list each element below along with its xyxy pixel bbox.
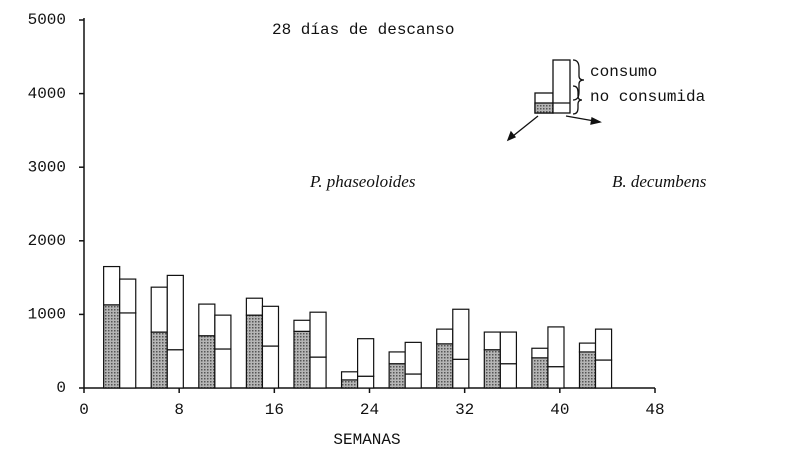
bar-segment bbox=[119, 312, 137, 389]
legend-graphic bbox=[506, 59, 602, 142]
y-tick-label: 5000 bbox=[28, 11, 66, 29]
y-tick-label: 2000 bbox=[28, 232, 66, 250]
bar-segment bbox=[166, 274, 184, 351]
bar-segment bbox=[547, 366, 565, 389]
bar-segment bbox=[594, 328, 613, 361]
x-tick-label: 40 bbox=[550, 401, 569, 419]
bar-segment bbox=[578, 342, 597, 353]
bar-segment bbox=[166, 349, 184, 389]
bar-segment bbox=[214, 348, 232, 389]
x-axis-label: SEMANAS bbox=[333, 431, 400, 449]
bar-segment bbox=[499, 363, 518, 389]
x-tick-label: 16 bbox=[265, 401, 284, 419]
bar-segment bbox=[150, 331, 168, 389]
bar-segment bbox=[245, 314, 264, 389]
bar-segment bbox=[198, 303, 216, 337]
bar-segment bbox=[293, 330, 311, 389]
y-tick-label: 1000 bbox=[28, 306, 66, 324]
bar-segment bbox=[309, 311, 327, 358]
bar-segment bbox=[483, 331, 501, 351]
bar-segment bbox=[404, 373, 422, 389]
bar-segment bbox=[357, 375, 375, 389]
bar-segment bbox=[404, 341, 422, 375]
bar-segment bbox=[309, 356, 327, 389]
bar-segment bbox=[499, 331, 518, 365]
bar-segment bbox=[483, 349, 501, 389]
legend-label: consumo bbox=[590, 63, 657, 81]
x-tick-label: 32 bbox=[455, 401, 474, 419]
x-tick-label: 8 bbox=[174, 401, 184, 419]
y-tick-label: 3000 bbox=[28, 158, 66, 176]
bar-segment bbox=[103, 304, 121, 389]
bar-segment bbox=[436, 328, 454, 345]
bar-segment bbox=[340, 379, 359, 389]
bar-segment bbox=[547, 326, 565, 368]
x-tick-label: 0 bbox=[79, 401, 89, 419]
bar-segment bbox=[198, 335, 216, 389]
bar-segment bbox=[340, 371, 359, 381]
bar-segment bbox=[293, 319, 311, 332]
legend-label: no consumida bbox=[590, 88, 706, 106]
bar-segment bbox=[103, 265, 121, 306]
y-tick-label: 4000 bbox=[28, 85, 66, 103]
chart-title: 28 días de descanso bbox=[272, 21, 454, 39]
bar-segment bbox=[261, 345, 280, 389]
bar-segment bbox=[531, 357, 549, 389]
bar-segment bbox=[214, 314, 232, 350]
bar-segment bbox=[388, 351, 406, 365]
bar-segment bbox=[436, 343, 454, 389]
bar-segment bbox=[261, 305, 280, 347]
bar-segment bbox=[578, 351, 597, 389]
bar-segment bbox=[452, 308, 470, 360]
bar-segment bbox=[531, 347, 549, 359]
legend-label: B. decumbens bbox=[612, 172, 707, 191]
bar-segment bbox=[388, 363, 406, 389]
bar-segment bbox=[150, 286, 168, 333]
bar-segment bbox=[452, 358, 470, 389]
bar-segment bbox=[245, 297, 264, 316]
bar-segment bbox=[119, 278, 137, 314]
legend-label: P. phaseoloides bbox=[309, 172, 416, 191]
x-tick-label: 48 bbox=[645, 401, 664, 419]
bar-segment bbox=[594, 359, 613, 389]
bar-segment bbox=[357, 338, 375, 377]
x-tick-label: 24 bbox=[360, 401, 379, 419]
y-tick-label: 0 bbox=[56, 379, 66, 397]
